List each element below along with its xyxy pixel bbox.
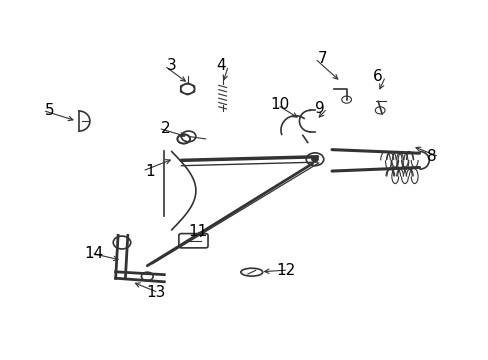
Text: 6: 6 <box>372 69 382 84</box>
Text: 10: 10 <box>270 98 289 112</box>
Text: 14: 14 <box>84 246 103 261</box>
Text: 13: 13 <box>146 285 165 300</box>
Text: 3: 3 <box>166 58 176 73</box>
Text: 1: 1 <box>144 163 154 179</box>
Text: 12: 12 <box>276 262 295 278</box>
Text: 11: 11 <box>188 224 207 239</box>
Text: 9: 9 <box>314 101 324 116</box>
Text: 7: 7 <box>317 51 326 66</box>
Text: 5: 5 <box>45 103 55 118</box>
Text: 4: 4 <box>216 58 225 73</box>
Text: 2: 2 <box>161 121 170 136</box>
Circle shape <box>310 157 318 162</box>
Text: 8: 8 <box>426 149 436 164</box>
